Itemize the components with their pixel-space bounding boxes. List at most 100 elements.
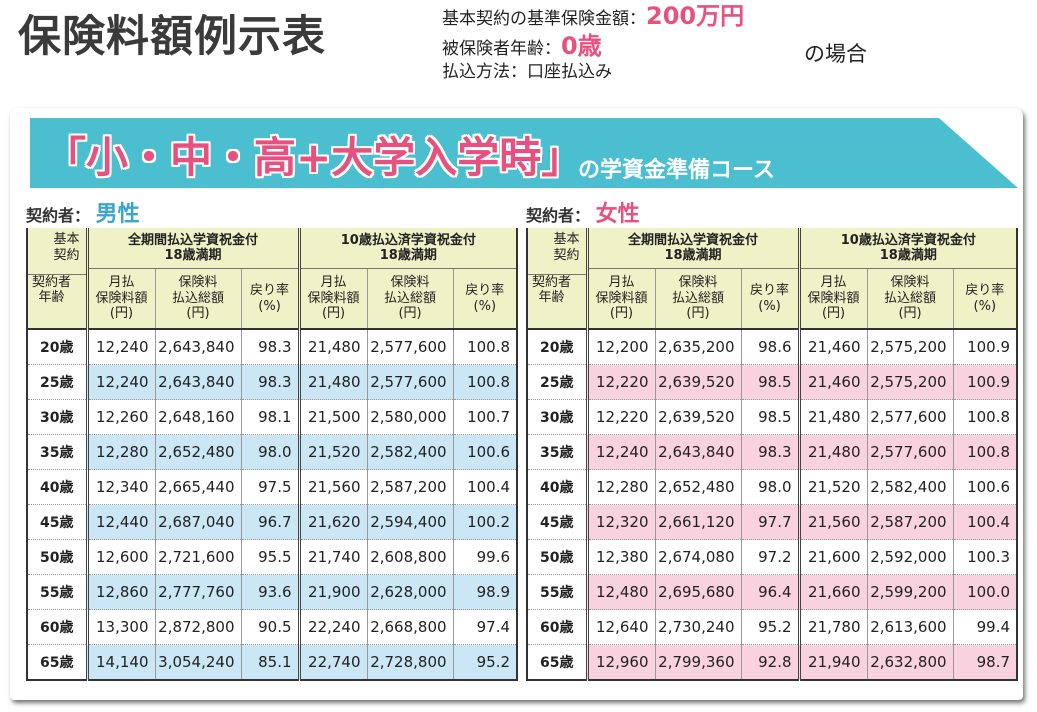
monthly-premium-cell: 12,440: [87, 504, 156, 540]
insured-age-label: 被保険者年齢：: [442, 39, 561, 59]
table-row: 40歳 12,340 2,665,440 97.5 21,560 2,587,200 100…: [26, 469, 519, 505]
age-cell: 40歳: [26, 469, 89, 505]
age-cell: 35歳: [526, 434, 589, 470]
return-rate-cell: 92.8: [741, 644, 801, 681]
return-rate-cell: 100.6: [453, 434, 519, 470]
table-row: 20歳 12,240 2,643,840 98.3 21,480 2,577,600 100…: [26, 329, 519, 365]
total-premium-cell: 2,721,600: [155, 539, 242, 575]
col-monthly-premium: 月払 保険料額 (円): [87, 268, 156, 331]
return-rate-cell: 95.2: [453, 644, 519, 681]
monthly-premium-cell: 21,480: [799, 399, 868, 435]
col-total-premium: 保険料 払込総額 (円): [367, 268, 454, 331]
return-rate-cell: 100.8: [453, 329, 519, 365]
return-rate-cell: 100.6: [953, 469, 1019, 505]
table-row: 45歳 12,320 2,661,120 97.7 21,560 2,587,200 100…: [526, 504, 1019, 540]
corner-divider: [28, 274, 86, 275]
monthly-premium-cell: 14,140: [87, 644, 156, 681]
col-monthly-premium: 月払 保険料額 (円): [299, 268, 368, 331]
basic-amount-label: 基本契約の基準保険金額：: [442, 9, 646, 29]
total-premium-cell: 2,575,200: [867, 329, 954, 365]
return-rate-cell: 100.9: [953, 364, 1019, 400]
col-return-rate: 戻り率 (%): [953, 268, 1019, 331]
header-corner: 基本 契約 契約者 年齢: [26, 228, 89, 330]
basic-contract-heading: 基本 契約: [553, 232, 580, 263]
return-rate-cell: 98.7: [953, 644, 1019, 681]
monthly-premium-cell: 21,480: [799, 434, 868, 470]
return-rate-cell: 97.2: [741, 539, 801, 575]
col-monthly-premium: 月払 保険料額 (円): [587, 268, 656, 331]
age-cell: 45歳: [26, 504, 89, 540]
page-title: 保険料額例示表: [18, 12, 326, 62]
return-rate-cell: 99.4: [953, 609, 1019, 645]
monthly-premium-cell: 13,300: [87, 609, 156, 645]
return-rate-cell: 100.9: [953, 329, 1019, 365]
return-rate-cell: 98.3: [741, 434, 801, 470]
table-row: 30歳 12,220 2,639,520 98.5 21,480 2,577,600 100…: [526, 399, 1019, 435]
course-banner: [30, 118, 1018, 188]
return-rate-cell: 98.1: [241, 399, 301, 435]
table-row: 60歳 12,640 2,730,240 95.2 21,780 2,613,600 99.…: [526, 609, 1019, 645]
monthly-premium-cell: 21,460: [799, 329, 868, 365]
plan-full-period-header: 全期間払込学資祝金付 18歳満期: [587, 228, 801, 270]
total-premium-cell: 2,613,600: [867, 609, 954, 645]
return-rate-cell: 98.9: [453, 574, 519, 610]
female-rate-table: 基本 契約 契約者 年齢 全期間払込学資祝金付 18歳満期 10歳払込済学資祝金付 18歳満期…: [526, 228, 1019, 681]
monthly-premium-cell: 12,340: [87, 469, 156, 505]
plan-full-period-header: 全期間払込学資祝金付 18歳満期: [87, 228, 301, 270]
total-premium-cell: 3,054,240: [155, 644, 242, 681]
total-premium-cell: 2,632,800: [867, 644, 954, 681]
table-row: 30歳 12,260 2,648,160 98.1 21,500 2,580,000 100…: [26, 399, 519, 435]
monthly-premium-cell: 12,320: [587, 504, 656, 540]
total-premium-cell: 2,575,200: [867, 364, 954, 400]
return-rate-cell: 100.7: [453, 399, 519, 435]
return-rate-cell: 98.6: [741, 329, 801, 365]
return-rate-cell: 98.3: [241, 364, 301, 400]
total-premium-cell: 2,652,480: [655, 469, 742, 505]
age-cell: 25歳: [26, 364, 89, 400]
age-cell: 55歳: [26, 574, 89, 610]
total-premium-cell: 2,674,080: [655, 539, 742, 575]
monthly-premium-cell: 12,240: [587, 434, 656, 470]
monthly-premium-cell: 12,280: [587, 469, 656, 505]
male-contractor-label: 契約者： 男性: [26, 196, 140, 228]
monthly-premium-cell: 21,480: [299, 364, 368, 400]
age-cell: 50歳: [526, 539, 589, 575]
monthly-premium-cell: 12,380: [587, 539, 656, 575]
return-rate-cell: 98.0: [741, 469, 801, 505]
plan-10-year-header: 10歳払込済学資祝金付 18歳満期: [299, 228, 519, 270]
return-rate-cell: 100.3: [953, 539, 1019, 575]
return-rate-cell: 98.0: [241, 434, 301, 470]
basic-amount-row: 基本契約の基準保険金額： 200万円: [442, 4, 744, 34]
return-rate-cell: 98.3: [241, 329, 301, 365]
age-cell: 30歳: [26, 399, 89, 435]
age-cell: 35歳: [26, 434, 89, 470]
monthly-premium-cell: 21,780: [799, 609, 868, 645]
monthly-premium-cell: 12,260: [87, 399, 156, 435]
monthly-premium-cell: 12,600: [87, 539, 156, 575]
monthly-premium-cell: 12,280: [87, 434, 156, 470]
monthly-premium-cell: 21,560: [799, 504, 868, 540]
age-cell: 60歳: [526, 609, 589, 645]
monthly-premium-cell: 21,560: [299, 469, 368, 505]
insured-age-row: 被保険者年齢： 0歳: [442, 34, 744, 64]
total-premium-cell: 2,582,400: [867, 469, 954, 505]
total-premium-cell: 2,582,400: [367, 434, 454, 470]
plan-10-year-header: 10歳払込済学資祝金付 18歳満期: [799, 228, 1019, 270]
return-rate-cell: 96.4: [741, 574, 801, 610]
total-premium-cell: 2,594,400: [367, 504, 454, 540]
total-premium-cell: 2,648,160: [155, 399, 242, 435]
table-row: 40歳 12,280 2,652,480 98.0 21,520 2,582,400 100…: [526, 469, 1019, 505]
basic-contract-heading: 基本 契約: [53, 232, 80, 263]
age-cell: 20歳: [526, 329, 589, 365]
monthly-premium-cell: 12,220: [587, 364, 656, 400]
table-row: 50歳 12,380 2,674,080 97.2 21,600 2,592,000 100…: [526, 539, 1019, 575]
return-rate-cell: 99.6: [453, 539, 519, 575]
total-premium-cell: 2,635,200: [655, 329, 742, 365]
conditions-suffix: の場合: [804, 42, 867, 66]
monthly-premium-cell: 21,500: [299, 399, 368, 435]
col-total-premium: 保険料 払込総額 (円): [655, 268, 742, 331]
total-premium-cell: 2,628,000: [367, 574, 454, 610]
monthly-premium-cell: 12,240: [87, 364, 156, 400]
monthly-premium-cell: 12,640: [587, 609, 656, 645]
return-rate-cell: 100.0: [953, 574, 1019, 610]
